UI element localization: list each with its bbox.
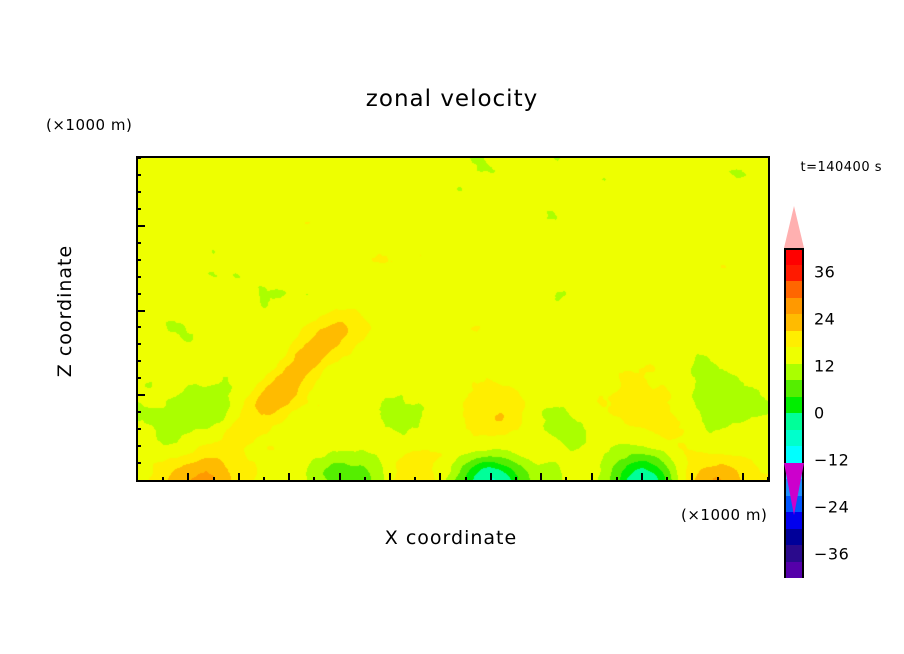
colorbar-segment	[784, 264, 804, 281]
colorbar-segment	[784, 545, 804, 562]
colorbar-segment	[784, 314, 804, 331]
colorbar-over-arrow	[784, 206, 804, 248]
contour-plot-area: 4812162024283236404448 51015	[136, 156, 770, 482]
y-tick	[138, 326, 141, 329]
colorbar-segment	[784, 512, 804, 529]
colorbar-segment	[784, 347, 804, 364]
x-tick	[313, 477, 316, 480]
colorbar-segment	[784, 281, 804, 298]
colorbar-label: −12	[814, 450, 850, 470]
x-tick	[540, 473, 543, 480]
x-tick	[641, 473, 643, 480]
x-tick	[212, 477, 215, 480]
y-tick	[138, 360, 141, 363]
y-tick	[138, 292, 141, 295]
y-tick	[138, 190, 141, 193]
colorbar-segment	[784, 429, 804, 446]
x-tick	[615, 477, 618, 480]
colorbar-label: 36	[814, 262, 836, 282]
x-tick	[237, 473, 240, 480]
y-tick	[138, 377, 141, 380]
y-tick	[138, 343, 141, 346]
x-tick	[590, 473, 593, 480]
colorbar-segment	[784, 380, 804, 397]
x-tick	[414, 477, 417, 480]
contour-field	[138, 158, 768, 480]
colorbar-segment	[784, 330, 804, 347]
x-tick	[439, 473, 442, 480]
colorbar-label: −24	[814, 497, 850, 517]
colorbar-under-arrow	[784, 463, 804, 515]
y-tick	[138, 394, 145, 397]
x-axis-unit-label: (×1000 m)	[681, 506, 768, 524]
colorbar-label: −36	[814, 544, 850, 564]
y-axis-title: Z coordinate	[54, 244, 76, 378]
x-tick	[363, 477, 366, 480]
y-axis-unit-label: (×1000 m)	[46, 116, 133, 134]
x-tick	[288, 473, 291, 480]
y-tick	[138, 309, 145, 312]
colorbar-segment	[784, 363, 804, 380]
colorbar-segment	[784, 446, 804, 463]
chart-title: zonal velocity	[365, 86, 539, 112]
colorbar-segment	[784, 248, 804, 265]
y-tick	[138, 462, 141, 465]
x-tick	[565, 477, 568, 480]
y-tick	[138, 207, 141, 210]
colorbar: 36 24 12 0 −12 −24 −36	[784, 248, 849, 578]
x-tick	[338, 473, 341, 480]
y-tick	[138, 445, 141, 448]
y-tick	[138, 241, 141, 244]
y-tick	[138, 173, 141, 176]
x-tick	[464, 477, 467, 480]
x-tick	[389, 473, 391, 480]
x-axis-title: X coordinate	[384, 527, 518, 549]
colorbar-segment	[784, 396, 804, 413]
y-tick	[138, 428, 141, 431]
y-tick	[138, 275, 141, 278]
x-tick	[489, 473, 492, 480]
x-tick	[187, 473, 190, 480]
colorbar-label: 12	[814, 356, 836, 376]
colorbar-segment	[784, 413, 804, 430]
x-tick	[162, 477, 165, 480]
y-tick	[138, 258, 141, 261]
x-tick	[666, 477, 669, 480]
x-tick	[767, 477, 768, 480]
x-tick	[716, 477, 719, 480]
colorbar-segment	[784, 561, 804, 578]
y-tick	[138, 224, 145, 227]
timestamp-annotation: t=140400 s	[800, 160, 882, 175]
colorbar-segment	[784, 528, 804, 545]
y-tick	[138, 411, 141, 414]
x-tick	[741, 473, 744, 480]
y-tick	[138, 158, 141, 159]
colorbar-label: 0	[814, 403, 825, 423]
colorbar-segment	[784, 297, 804, 314]
colorbar-label: 24	[814, 309, 836, 329]
x-tick	[691, 473, 694, 480]
x-tick	[263, 477, 265, 480]
x-tick	[515, 477, 517, 480]
